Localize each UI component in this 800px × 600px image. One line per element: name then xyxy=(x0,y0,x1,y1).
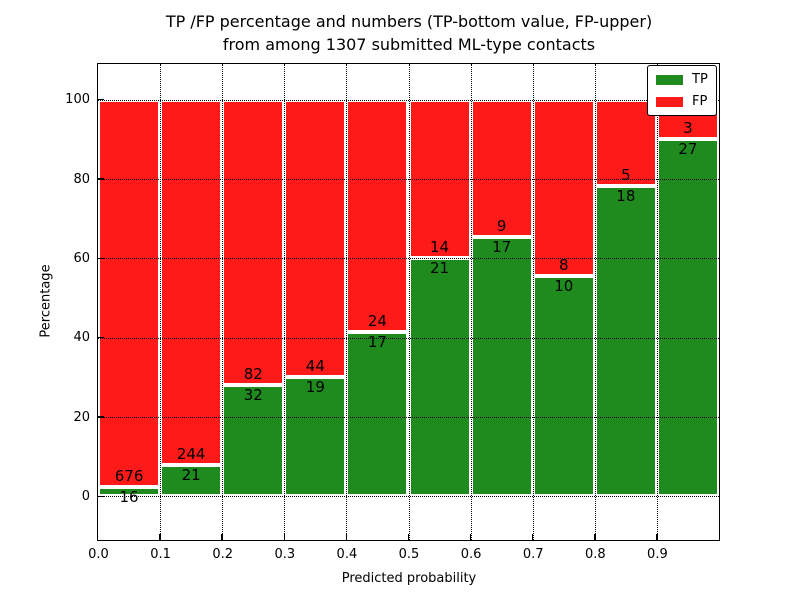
legend-label-tp: TP xyxy=(692,72,708,87)
y-tick-mark xyxy=(98,495,104,498)
x-tick-label: 0.6 xyxy=(460,547,482,562)
legend-item-fp: FP xyxy=(656,95,708,108)
x-tick-label: 0.9 xyxy=(647,547,668,562)
tp-count-label: 21 xyxy=(181,465,201,484)
v-gridline xyxy=(346,64,348,540)
x-tick-mark xyxy=(345,534,348,540)
y-tick-mark xyxy=(98,416,104,418)
tp-count-label: 18 xyxy=(616,186,636,205)
x-tick-label: 0.7 xyxy=(522,547,544,562)
v-gridline xyxy=(222,64,224,540)
bar-segment-fp xyxy=(346,99,409,332)
bar-segment-tp xyxy=(408,258,471,497)
x-tick-mark xyxy=(407,534,410,540)
x-tick-label: 0.4 xyxy=(336,547,358,562)
bar-segment-fp xyxy=(160,99,223,465)
chart-title-line-1: TP /FP percentage and numbers (TP-bottom… xyxy=(165,12,653,31)
bar-segment-tp xyxy=(656,139,719,497)
y-tick-mark xyxy=(98,257,104,260)
v-gridline xyxy=(284,64,286,540)
v-gridline xyxy=(408,64,410,540)
x-tick-label: 0.2 xyxy=(212,547,234,562)
bar-segment-fp xyxy=(470,99,533,237)
fp-count-label: 24 xyxy=(367,311,387,330)
y-tick-mark xyxy=(98,178,104,180)
y-tick-label: 0 xyxy=(81,488,90,504)
bar-segment-tp xyxy=(470,237,533,497)
bar-segment-fp xyxy=(222,99,285,385)
bar-segment-tp xyxy=(160,464,223,497)
tp-count-label: 17 xyxy=(492,238,512,256)
y-axis-label: Percentage xyxy=(38,264,54,338)
x-tick-mark xyxy=(656,534,658,540)
x-tick-label: 0.3 xyxy=(274,547,296,562)
x-tick-label: 0.0 xyxy=(88,547,109,562)
fp-count-label: 244 xyxy=(176,444,206,463)
y-tick-label: 20 xyxy=(73,409,90,425)
y-tick-label: 80 xyxy=(73,171,90,187)
plot-area: 676 16 244 21 82 32 44 19 24 17 14 21 9 17 8 10 5 18 3 27 xyxy=(97,63,720,541)
bar-segment-tp xyxy=(98,487,161,497)
legend-label-fp: FP xyxy=(692,94,708,109)
bar-segment-tp xyxy=(222,385,285,497)
tp-count-label: 27 xyxy=(678,140,698,159)
v-gridline xyxy=(656,64,658,540)
fp-count-label: 8 xyxy=(558,255,569,274)
chart-title-line-2: from among 1307 submitted ML-type contac… xyxy=(222,35,596,54)
v-gridline xyxy=(594,64,596,540)
fp-count-label: 14 xyxy=(430,238,450,257)
y-tick-label: 100 xyxy=(65,92,90,108)
x-tick-mark xyxy=(283,534,286,540)
x-tick-mark xyxy=(594,534,596,540)
legend-swatch-fp-icon xyxy=(656,96,683,107)
bar-segment-fp xyxy=(98,99,161,488)
bar-segment-tp xyxy=(346,331,409,497)
fp-count-label: 3 xyxy=(683,119,693,138)
bar-segment-fp xyxy=(594,99,657,186)
fp-count-label: 5 xyxy=(621,165,631,184)
legend-swatch-tp-icon xyxy=(656,74,683,85)
tp-count-label: 19 xyxy=(305,377,325,396)
v-gridline xyxy=(532,64,534,540)
bar-segment-tp xyxy=(284,376,347,497)
fp-count-label: 9 xyxy=(496,217,507,235)
x-tick-label: 0.8 xyxy=(584,547,606,562)
x-tick-mark xyxy=(531,534,534,540)
tp-count-label: 21 xyxy=(430,259,450,278)
tp-count-label: 10 xyxy=(554,276,574,295)
fp-count-label: 676 xyxy=(114,467,144,486)
bar-segment-tp xyxy=(532,275,595,497)
y-tick-label: 60 xyxy=(73,250,90,266)
v-gridline xyxy=(470,64,472,540)
tp-count-label: 32 xyxy=(243,386,263,405)
bar-segment-fp xyxy=(532,99,595,276)
x-axis-label: Predicted probability xyxy=(341,571,477,586)
y-tick-label: 40 xyxy=(73,330,90,346)
bar-segment-tp xyxy=(594,185,657,497)
tp-count-label: 16 xyxy=(119,488,139,507)
x-tick-mark xyxy=(469,534,472,540)
legend: TP FP xyxy=(647,65,717,116)
legend-item-tp: TP xyxy=(656,73,708,86)
fp-count-label: 44 xyxy=(305,356,325,375)
x-tick-mark xyxy=(159,534,161,540)
fp-count-label: 82 xyxy=(243,365,263,384)
x-tick-mark xyxy=(221,534,223,540)
bar-segment-fp xyxy=(284,99,347,377)
tp-count-label: 17 xyxy=(367,332,387,351)
y-tick-mark xyxy=(98,98,104,101)
y-tick-mark xyxy=(98,336,104,339)
bar-segment-fp xyxy=(408,99,471,259)
v-gridline xyxy=(160,64,162,540)
x-tick-label: 0.5 xyxy=(398,547,420,562)
x-tick-label: 0.1 xyxy=(150,547,171,562)
